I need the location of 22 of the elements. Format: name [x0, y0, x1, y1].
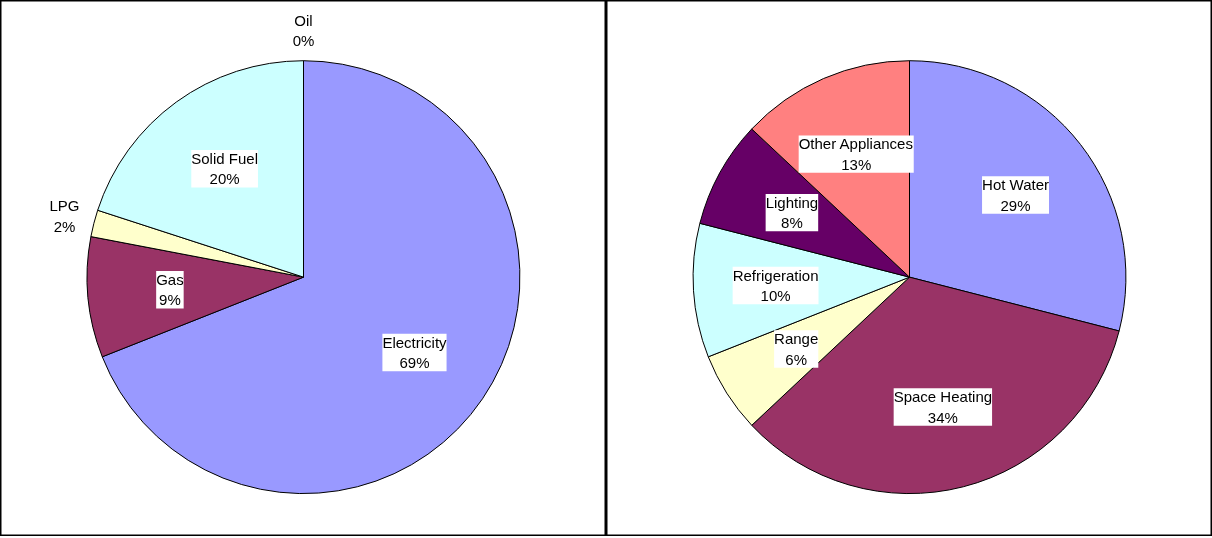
slice-label: Refrigeration	[732, 266, 819, 284]
slice-label: Range	[774, 330, 819, 348]
slice-label: Lighting	[765, 193, 819, 211]
data-label: 69%	[399, 354, 430, 372]
slice-label: LPG	[49, 197, 80, 215]
slice-label: Other Appliances	[798, 135, 913, 153]
data-label: 34%	[927, 408, 958, 426]
data-label: 13%	[841, 155, 872, 173]
data-label: 9%	[159, 291, 181, 309]
data-label: 2%	[53, 217, 76, 235]
data-label: 8%	[781, 214, 803, 232]
data-label: 6%	[785, 350, 808, 368]
slice-label: Electricity	[382, 333, 448, 351]
slice-label: Gas	[156, 271, 184, 289]
slice-label: Hot Water	[982, 176, 1050, 194]
data-label: 29%	[1000, 196, 1031, 214]
category-label: Oil	[294, 12, 313, 30]
data-label: 10%	[760, 287, 791, 305]
slice-label: Solid Fuel	[191, 150, 258, 168]
data-label: 20%	[209, 170, 240, 188]
text: 0%	[292, 32, 315, 50]
slice-label: Space Heating	[893, 388, 993, 406]
